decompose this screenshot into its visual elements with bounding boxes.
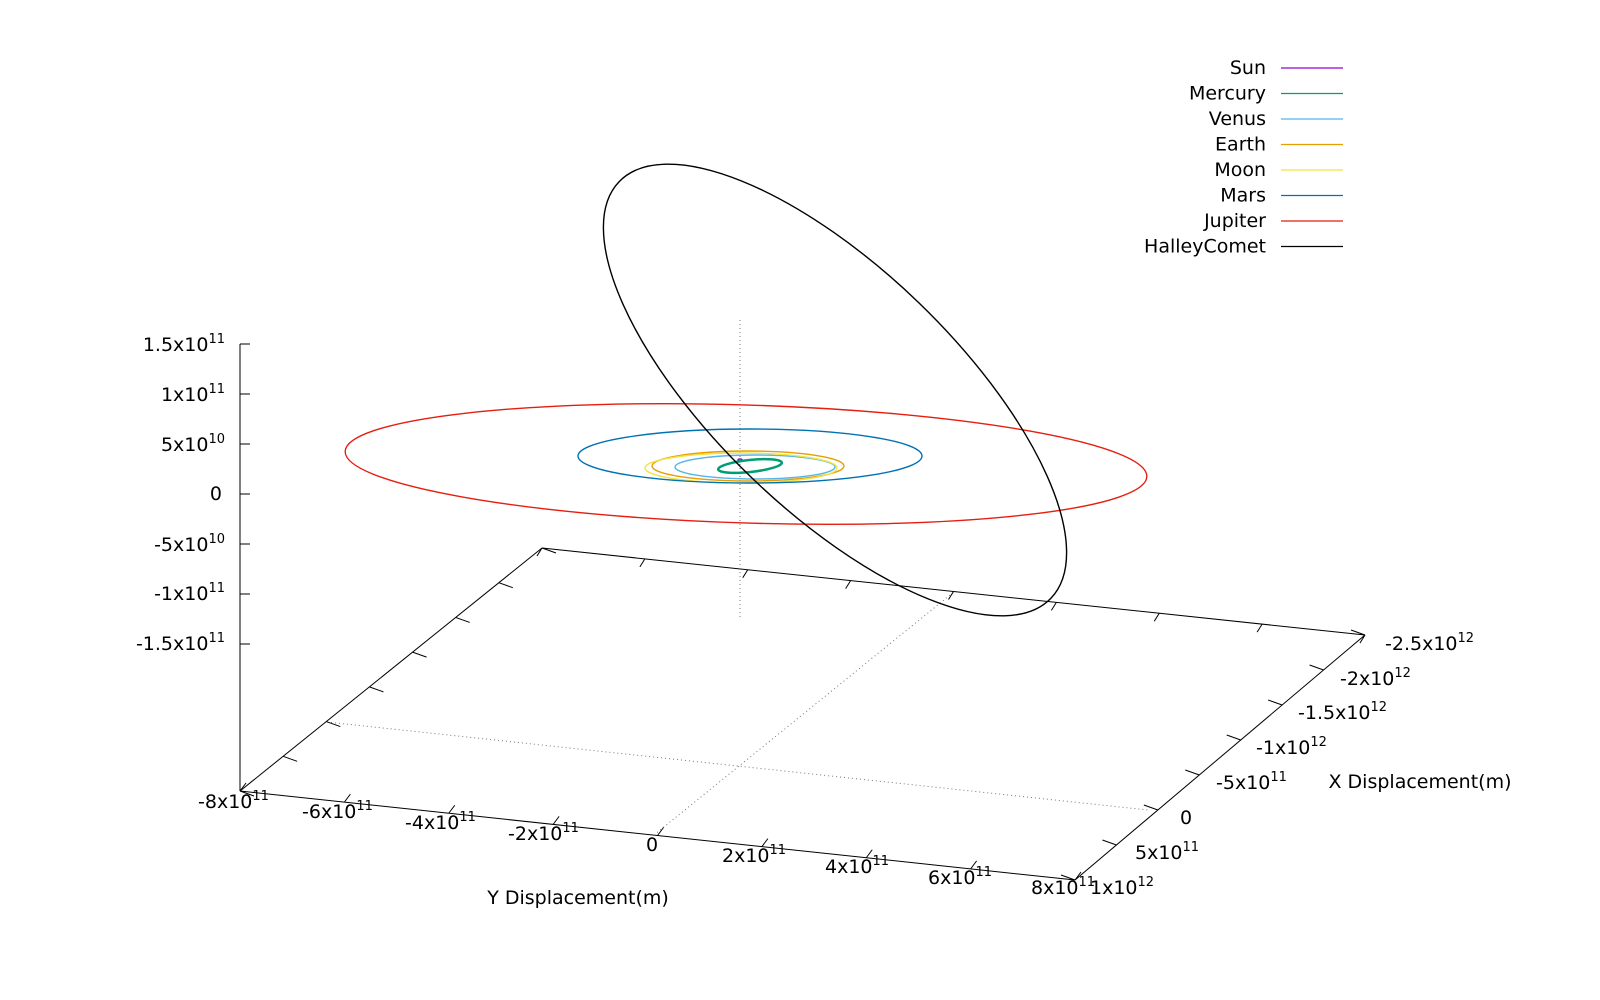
x-tick-mark-left	[412, 651, 427, 658]
z-tick-label: 1.5x1011	[143, 332, 225, 356]
x-tick-mark	[1226, 734, 1241, 741]
y-tick-mark-back	[1256, 623, 1263, 633]
x-tick-label: -1.5x1012	[1298, 700, 1387, 724]
x-tick-mark	[1102, 839, 1117, 846]
axis-ticks	[239, 343, 1366, 881]
z-tick-labels: 1.5x1011 1x1011 5x1010 0 -5x1010 -1x1011…	[136, 332, 225, 655]
orbit-mars	[577, 428, 923, 484]
y-axis-title: Y Displacement(m)	[486, 887, 669, 909]
y-tick-mark-back	[639, 558, 646, 568]
legend-label-jupiter: Jupiter	[1203, 210, 1266, 232]
orbit-jupiter	[344, 402, 1148, 526]
y-tick-label: -6x1011	[302, 799, 373, 823]
legend-label-mars: Mars	[1220, 185, 1266, 207]
legend-label-moon: Moon	[1214, 159, 1266, 181]
z-tick-label: 5x1010	[161, 432, 225, 456]
x-tick-mark-left	[541, 547, 557, 554]
y-tick-labels: -8x1011 -6x1011 -4x1011 -2x1011 0 2x1011…	[198, 789, 1095, 899]
zero-line-x	[653, 590, 956, 836]
y-tick-mark	[657, 827, 664, 836]
base-edge-right	[1074, 634, 1366, 881]
orbit-earth	[651, 450, 845, 482]
x-tick-label: 0	[1180, 807, 1192, 829]
x-tick-label: -2x1012	[1340, 666, 1411, 690]
x-tick-mark	[1060, 874, 1076, 881]
x-tick-mark	[1309, 664, 1324, 671]
z-tick-label: 1x1011	[161, 382, 225, 406]
y-tick-label: 0	[646, 834, 658, 856]
legend-label-mercury: Mercury	[1189, 83, 1266, 105]
y-tick-mark-back	[536, 547, 543, 557]
x-tick-label: 5x1011	[1135, 840, 1199, 864]
x-tick-mark-left	[498, 582, 514, 589]
y-tick-mark-back	[845, 580, 852, 589]
y-tick-mark	[343, 793, 351, 803]
y-tick-mark	[1074, 871, 1082, 881]
y-tick-label: 8x1011	[1031, 875, 1095, 899]
y-tick-mark	[761, 838, 769, 847]
y-tick-label: 2x1011	[722, 843, 786, 867]
x-tick-label: -5x1011	[1216, 770, 1287, 794]
x-tick-label: 1x1012	[1090, 875, 1154, 899]
x-tick-mark-left	[282, 755, 298, 762]
x-tick-labels: -2.5x1012 -2x1012 -1.5x1012 -1x1012 -5x1…	[1090, 631, 1474, 899]
legend: Sun Mercury Venus Earth Moon Mars Jupiter Halle…	[1144, 57, 1343, 258]
legend-label-halleycomet: HalleyComet	[1144, 236, 1266, 258]
orbit-venus	[674, 454, 836, 480]
y-tick-mark	[552, 816, 560, 825]
y-tick-mark-back	[948, 591, 954, 600]
y-tick-mark	[448, 804, 456, 814]
legend-label-venus: Venus	[1209, 108, 1266, 130]
y-tick-label: -8x1011	[198, 789, 269, 813]
x-tick-mark	[1143, 804, 1159, 811]
y-tick-mark	[865, 849, 873, 859]
y-tick-label: -2x1011	[508, 821, 579, 845]
x-axis-title: X Displacement(m)	[1328, 771, 1511, 793]
x-tick-label: -2.5x1012	[1385, 631, 1474, 655]
legend-label-earth: Earth	[1215, 134, 1266, 156]
x-tick-label: -1x1012	[1256, 735, 1327, 759]
x-tick-mark	[1350, 629, 1366, 636]
z-tick-label: -5x1010	[154, 532, 225, 556]
z-tick-label: -1x1011	[154, 581, 225, 605]
y-tick-label: 6x1011	[928, 865, 992, 889]
y-tick-mark-back	[742, 569, 749, 579]
x-tick-mark-left	[239, 790, 255, 797]
orbit-paths	[344, 163, 1148, 617]
y-tick-mark-back	[1153, 612, 1160, 622]
x-tick-mark-left	[369, 686, 384, 693]
y-tick-mark	[239, 782, 247, 792]
orbit-halleycomet	[602, 163, 1068, 617]
z-tick-label: 0	[210, 483, 222, 505]
y-tick-mark-back	[1359, 634, 1366, 644]
y-tick-label: 4x1011	[825, 854, 889, 878]
orbit-mercury	[716, 457, 784, 475]
x-tick-mark	[1267, 699, 1283, 706]
y-tick-label: -4x1011	[405, 810, 476, 834]
x-tick-mark-left	[455, 616, 470, 623]
y-tick-mark-back	[1050, 602, 1057, 611]
legend-label-sun: Sun	[1230, 57, 1266, 79]
zero-line-y	[326, 721, 1149, 811]
base-edge-left	[239, 547, 543, 792]
x-tick-mark	[1185, 769, 1200, 776]
x-tick-mark-left	[326, 721, 341, 728]
y-tick-mark	[970, 860, 978, 870]
z-tick-label: -1.5x1011	[136, 631, 225, 655]
